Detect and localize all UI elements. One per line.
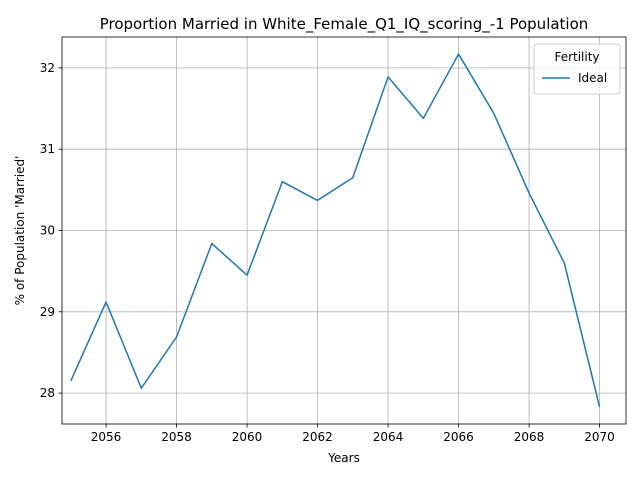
y-axis: 28 29 30 31 32: [40, 61, 62, 400]
y-tick-label: 30: [40, 224, 55, 238]
legend-title: Fertility: [554, 50, 599, 64]
chart-title: Proportion Married in White_Female_Q1_IQ…: [100, 15, 589, 34]
plot-lines: [70, 53, 601, 408]
legend-entry-ideal: Ideal: [578, 71, 607, 85]
y-axis-label: % of Population 'Married': [13, 156, 27, 306]
y-tick-label: 29: [40, 305, 55, 319]
series-line-ideal: [70, 53, 601, 408]
x-tick-label: 2060: [232, 430, 263, 444]
x-tick-label: 2058: [161, 430, 192, 444]
legend-box: [533, 43, 621, 95]
grid: [62, 37, 626, 424]
y-tick-label: 31: [40, 142, 55, 156]
x-tick-label: 2070: [584, 430, 615, 444]
x-tick-label: 2056: [91, 430, 122, 444]
x-tick-label: 2064: [373, 430, 404, 444]
legend: Fertility Ideal: [533, 43, 621, 95]
x-axis: 2056 2058 2060 2062 2064 2066 2068 2070: [91, 424, 615, 444]
y-tick-label: 32: [40, 61, 55, 75]
y-tick-label: 28: [40, 386, 55, 400]
x-axis-label: Years: [327, 451, 360, 465]
x-tick-label: 2066: [443, 430, 474, 444]
x-tick-label: 2068: [514, 430, 545, 444]
x-tick-label: 2062: [302, 430, 333, 444]
